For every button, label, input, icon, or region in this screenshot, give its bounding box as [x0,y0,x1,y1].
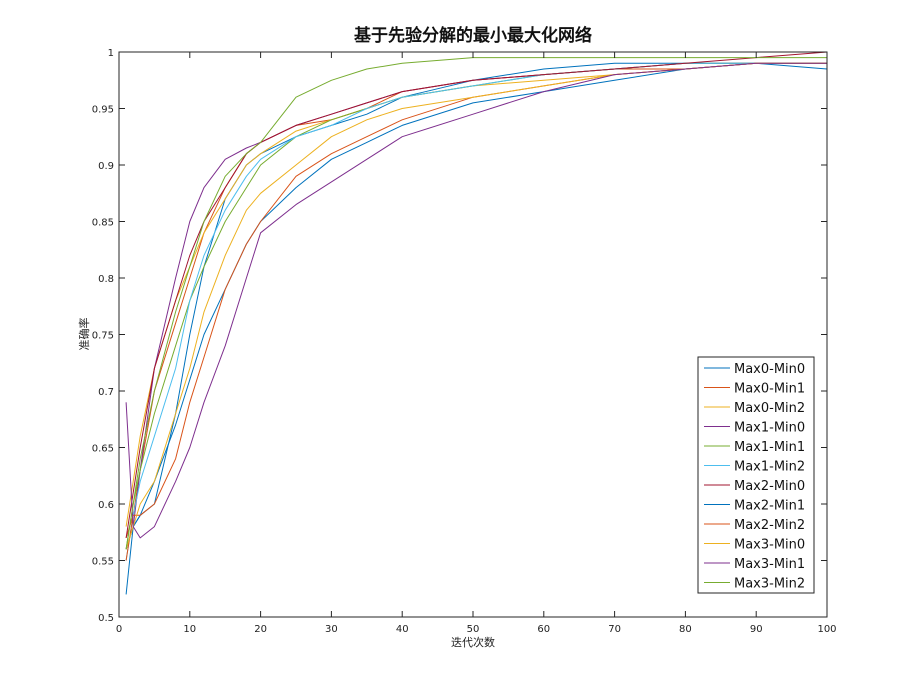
legend-label: Max0-Min0 [734,362,805,377]
y-tick-label: 0.55 [92,557,114,568]
legend-label: Max3-Min2 [734,577,805,592]
x-axis: 0 10 20 30 40 50 60 70 80 90 100 [116,52,837,635]
legend-label: Max0-Min2 [734,401,805,416]
y-tick-label: 0.65 [92,444,114,455]
y-axis: 0.5 0.55 0.6 0.65 0.7 0.75 0.8 0.85 0.9 0.95 1 [92,48,827,624]
y-tick-label: 0.5 [98,613,114,624]
y-tick-label: 0.95 [92,105,114,116]
x-tick-label: 100 [817,624,836,635]
series-line-max0-min0 [125,62,828,595]
x-tick-label: 30 [325,624,338,635]
chart-title: 基于先验分解的最小最大化网络 [353,25,592,46]
legend-frame [697,356,815,594]
x-tick-label: 70 [608,624,621,635]
x-tick-label: 60 [537,624,550,635]
legend-items: Max0-Min0 Max0-Min1 Max0-Min2 Max1-Min0 Max1… [704,362,805,592]
legend-label: Max1-Min1 [734,440,805,455]
y-tick-label: 0.9 [98,161,114,172]
legend-label: Max0-Min1 [734,382,805,397]
x-tick-label: 10 [183,624,196,635]
legend-label: Max1-Min0 [734,421,805,436]
x-tick-label: 80 [679,624,692,635]
series-layer [125,51,828,595]
series-line-max3-min0 [125,62,827,550]
x-tick-label: 90 [750,624,763,635]
y-tick-label: 0.6 [98,500,114,511]
series-line-max2-min1 [125,62,827,550]
legend-label: Max2-Min2 [734,518,805,533]
x-axis-label: 迭代次数 [451,635,495,649]
x-tick-label: 40 [396,624,409,635]
x-tick-label: 20 [254,624,267,635]
legend: Max0-Min0 Max0-Min1 Max0-Min2 Max1-Min0 Max1… [697,356,815,594]
y-tick-label: 1 [108,48,114,59]
x-tick-label: 50 [467,624,480,635]
series-line-max2-min0 [125,51,828,538]
legend-label: Max2-Min1 [734,499,805,514]
legend-label: Max3-Min1 [734,557,805,572]
legend-label: Max2-Min0 [734,479,805,494]
y-tick-label: 0.8 [98,274,114,285]
y-tick-label: 0.75 [92,331,114,342]
series-line-max3-min2 [125,57,827,550]
y-tick-label: 0.85 [92,218,114,229]
y-tick-label: 0.7 [98,387,114,398]
series-line-max3-min1 [125,62,827,539]
y-axis-label: 准确率 [77,318,91,351]
legend-label: Max1-Min2 [734,460,805,475]
legend-label: Max3-Min0 [734,538,805,553]
x-tick-label: 0 [116,624,122,635]
